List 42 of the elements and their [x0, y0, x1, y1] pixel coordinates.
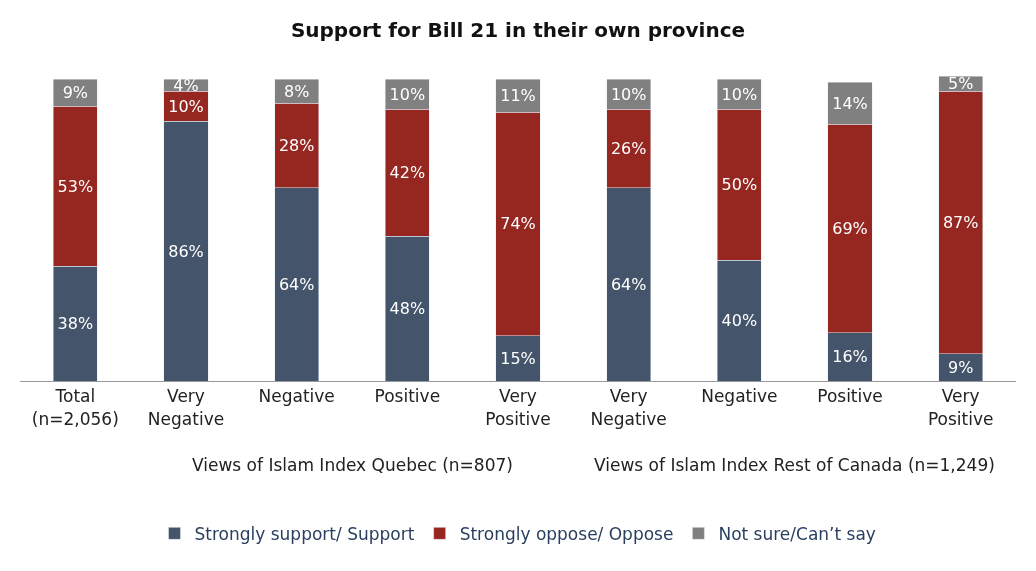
legend-label: Not sure/Can’t say [718, 524, 876, 544]
data-label: 10% [168, 96, 204, 116]
data-label: 38% [57, 314, 94, 334]
x-tick-label: Very Positive [927, 386, 994, 429]
data-label: 40% [721, 311, 758, 331]
data-label: 64% [610, 274, 647, 294]
data-label: 69% [832, 219, 868, 239]
x-tick-label: Very Negative [590, 386, 667, 429]
data-label: 87% [942, 212, 979, 232]
data-label: 48% [389, 299, 426, 319]
data-label: 4% [173, 75, 199, 95]
data-label: 10% [610, 84, 647, 104]
x-tick-label: Very Negative [147, 386, 225, 429]
x-tick-label: Very Positive [485, 386, 551, 429]
data-label: 10% [389, 84, 426, 104]
data-label: 42% [389, 163, 426, 183]
data-label: 28% [278, 135, 315, 155]
data-label: 14% [832, 93, 868, 113]
data-label: 16% [832, 347, 868, 367]
legend-label: Strongly oppose/ Oppose [459, 524, 674, 544]
data-label: 53% [57, 176, 94, 196]
data-label: 5% [947, 74, 974, 94]
chart-title: Support for Bill 21 in their own province [290, 17, 746, 42]
x-tick-label: Positive [374, 386, 441, 407]
data-label: 15% [500, 348, 536, 368]
data-label: 26% [610, 139, 647, 159]
text: Views of Islam Index Rest of Canada (n=1,249) [594, 455, 995, 475]
text: Views of Islam Index Quebec (n=807) [192, 455, 513, 475]
x-tick-label: Negative [258, 386, 335, 407]
data-label: 11% [500, 86, 536, 106]
data-label: 8% [283, 81, 310, 101]
x-tick-label: Total (n=2,056) [31, 386, 119, 429]
data-label: 10% [721, 84, 758, 104]
data-label: 50% [721, 175, 758, 195]
legend-label: Strongly support/ Support [194, 524, 415, 544]
data-label: 9% [62, 83, 89, 103]
data-label: 9% [947, 357, 974, 377]
data-label: 86% [168, 241, 204, 261]
data-label: 74% [500, 214, 536, 234]
data-label: 64% [278, 274, 315, 294]
x-tick-label: Negative [701, 386, 778, 407]
x-tick-label: Positive [817, 386, 883, 407]
